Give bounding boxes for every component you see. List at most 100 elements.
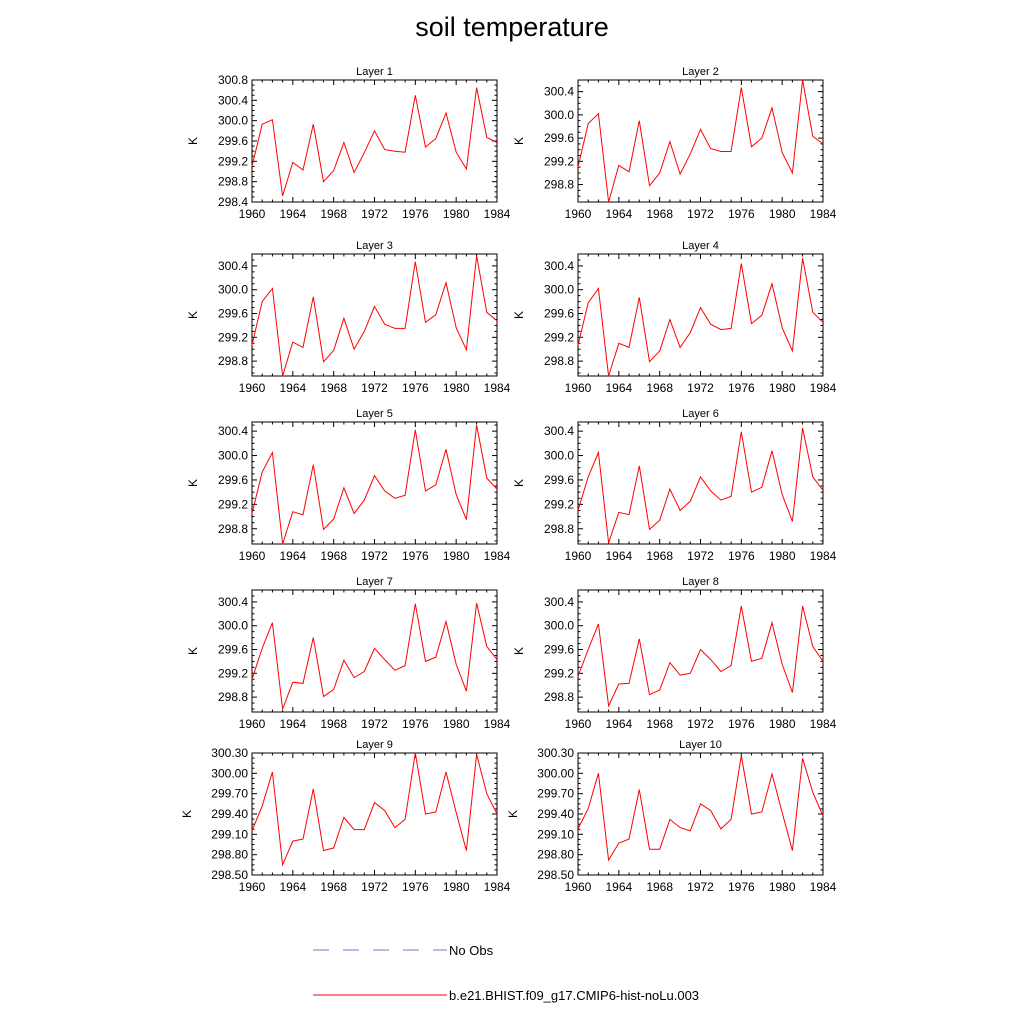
y-tick-label: 299.70: [537, 787, 574, 801]
x-tick-label: 1980: [443, 381, 470, 395]
x-tick-label: 1984: [810, 717, 837, 731]
series-line: [577, 258, 824, 377]
y-tick-label: 300.0: [218, 283, 248, 297]
x-tick-label: 1964: [605, 381, 632, 395]
y-tick-label: 300.4: [218, 259, 248, 273]
panel-title: Layer 7: [356, 576, 393, 588]
x-tick-label: 1964: [279, 717, 306, 731]
series-line: [251, 602, 498, 710]
x-tick-label: 1968: [646, 207, 673, 221]
x-tick-label: 1980: [769, 880, 796, 894]
legend-label-no-obs: No Obs: [449, 943, 494, 958]
x-tick-label: 1968: [646, 880, 673, 894]
y-tick-label: 300.0: [544, 108, 574, 122]
x-tick-label: 1980: [769, 717, 796, 731]
x-tick-label: 1960: [239, 381, 266, 395]
y-tick-label: 299.10: [211, 827, 248, 841]
y-tick-label: 298.4: [218, 195, 248, 209]
y-tick-label: 298.50: [211, 868, 248, 882]
y-tick-label: 299.40: [537, 807, 574, 821]
y-tick-label: 299.6: [218, 643, 248, 657]
y-tick-label: 300.0: [544, 449, 574, 463]
y-tick-label: 298.8: [544, 690, 574, 704]
y-tick-label: 300.4: [218, 93, 248, 107]
x-tick-label: 1960: [239, 549, 266, 563]
chart-panel: Layer 3 K 1960 1964 1968 1972 1976 1980 1984 298.…: [186, 240, 511, 395]
series-line: [251, 752, 498, 867]
x-tick-label: 1964: [605, 207, 632, 221]
y-tick-label: 300.30: [537, 746, 574, 760]
y-tick-label: 298.80: [211, 848, 248, 862]
y-tick-label: 298.8: [218, 354, 248, 368]
y-axis-label: K: [186, 137, 200, 145]
chart-panel: Layer 10 K 1960 1964 1968 1972 1976 1980 1984 298…: [506, 739, 837, 894]
x-tick-label: 1976: [728, 717, 755, 731]
series-line: [577, 605, 824, 708]
x-tick-label: 1960: [565, 880, 592, 894]
y-tick-label: 299.2: [218, 497, 248, 511]
y-tick-label: 298.8: [218, 690, 248, 704]
x-tick-label: 1972: [687, 381, 714, 395]
x-tick-label: 1972: [687, 880, 714, 894]
y-tick-label: 298.8: [218, 522, 248, 536]
y-tick-label: 300.0: [544, 619, 574, 633]
y-tick-label: 298.50: [537, 868, 574, 882]
x-tick-label: 1964: [279, 381, 306, 395]
y-tick-label: 298.8: [544, 522, 574, 536]
y-tick-label: 300.4: [218, 424, 248, 438]
x-tick-label: 1968: [320, 207, 347, 221]
x-tick-label: 1984: [484, 381, 511, 395]
x-tick-label: 1976: [402, 717, 429, 731]
x-tick-label: 1976: [402, 207, 429, 221]
series-line: [251, 425, 498, 545]
y-tick-label: 300.4: [544, 259, 574, 273]
y-tick-label: 299.6: [218, 134, 248, 148]
y-axis-label: K: [512, 311, 526, 319]
x-tick-label: 1976: [728, 880, 755, 894]
y-tick-label: 300.00: [537, 766, 574, 780]
x-tick-label: 1960: [239, 717, 266, 731]
y-tick-label: 298.8: [544, 354, 574, 368]
x-tick-label: 1972: [361, 381, 388, 395]
x-tick-label: 1980: [443, 207, 470, 221]
x-tick-label: 1976: [402, 381, 429, 395]
y-tick-label: 298.8: [544, 178, 574, 192]
chart-panel: Layer 6 K 1960 1964 1968 1972 1976 1980 1984 298.…: [512, 408, 837, 563]
x-tick-label: 1968: [320, 717, 347, 731]
y-tick-label: 300.0: [218, 619, 248, 633]
x-tick-label: 1984: [484, 549, 511, 563]
x-tick-label: 1968: [646, 549, 673, 563]
series-line: [251, 87, 498, 197]
y-tick-label: 299.2: [544, 666, 574, 680]
y-axis-label: K: [186, 311, 200, 319]
x-tick-label: 1984: [810, 880, 837, 894]
chart-panel: Layer 4 K 1960 1964 1968 1972 1976 1980 1984 298.…: [512, 240, 837, 395]
y-tick-label: 300.30: [211, 746, 248, 760]
y-axis-label: K: [512, 137, 526, 145]
y-tick-label: 300.00: [211, 766, 248, 780]
x-tick-label: 1976: [728, 207, 755, 221]
panel-title: Layer 9: [356, 739, 393, 751]
x-tick-label: 1984: [484, 717, 511, 731]
chart-panel: Layer 5 K 1960 1964 1968 1972 1976 1980 1984 298.…: [186, 408, 511, 563]
panel-title: Layer 1: [356, 66, 393, 78]
panel-title: Layer 10: [679, 739, 722, 751]
panel-title: Layer 3: [356, 240, 393, 252]
panel-title: Layer 5: [356, 408, 393, 420]
x-tick-label: 1968: [646, 717, 673, 731]
x-tick-label: 1960: [565, 549, 592, 563]
chart-panel: Layer 1 K 1960 1964 1968 1972 1976 1980 1984 298.…: [186, 66, 511, 221]
x-tick-label: 1968: [320, 880, 347, 894]
y-tick-label: 299.2: [218, 666, 248, 680]
y-tick-label: 299.2: [218, 154, 248, 168]
x-tick-label: 1980: [443, 717, 470, 731]
x-tick-label: 1972: [687, 549, 714, 563]
y-tick-label: 299.70: [211, 787, 248, 801]
x-tick-label: 1960: [565, 207, 592, 221]
y-tick-label: 298.80: [537, 848, 574, 862]
x-tick-label: 1964: [279, 207, 306, 221]
x-tick-label: 1976: [728, 549, 755, 563]
x-tick-label: 1968: [320, 549, 347, 563]
